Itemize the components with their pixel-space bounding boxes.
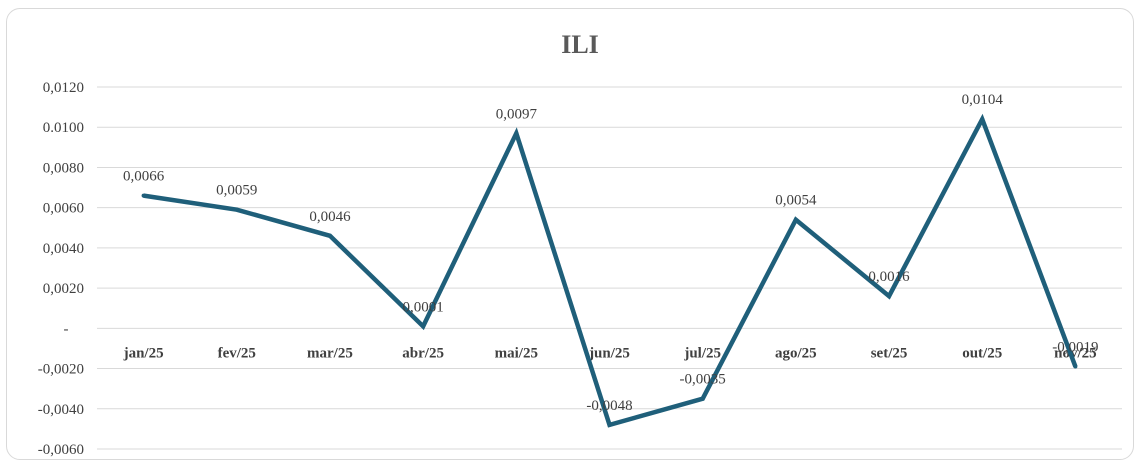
x-tick-label: fev/25 [218, 345, 256, 361]
x-tick-label: mar/25 [307, 345, 353, 361]
data-label: 0,0054 [775, 193, 817, 209]
x-tick-label: abr/25 [402, 345, 444, 361]
x-tick-label: jun/25 [588, 345, 630, 361]
data-label: -0,0048 [586, 398, 632, 414]
data-point [1073, 364, 1078, 369]
y-tick-label: 0.0100 [43, 120, 84, 136]
data-point [421, 324, 426, 329]
y-tick-label: -0,0040 [38, 402, 84, 418]
y-tick-label: -0,0020 [38, 362, 84, 378]
data-label: -0,0035 [680, 372, 726, 388]
data-label: 0,0066 [123, 169, 165, 185]
x-tick-label: jul/25 [683, 345, 721, 361]
data-point [700, 396, 705, 401]
data-label: 0,0104 [962, 92, 1004, 108]
y-tick-label: 0,0060 [43, 201, 84, 217]
y-tick-label: 0,0040 [43, 241, 84, 257]
data-label: 0,0059 [216, 183, 257, 199]
x-tick-label: nov/25 [1054, 345, 1097, 361]
chart-frame [6, 8, 1134, 460]
y-tick-label: 0,0120 [43, 80, 84, 96]
data-point [514, 131, 519, 136]
data-label: 0,0097 [496, 106, 538, 122]
y-tick-label: 0,0020 [43, 281, 84, 297]
data-point [234, 207, 239, 212]
series-line [143, 113, 1078, 428]
data-label: 0,0016 [868, 269, 910, 285]
data-label: -0,0019 [1052, 340, 1098, 356]
data-point [980, 117, 985, 122]
x-tick-label: set/25 [871, 345, 908, 361]
data-point [327, 233, 332, 238]
data-point [607, 422, 612, 427]
x-tick-label: jan/25 [123, 345, 164, 361]
data-label: 0,0046 [309, 209, 351, 225]
x-tick-label: ago/25 [775, 345, 817, 361]
y-tick-label: 0,0080 [43, 160, 84, 176]
data-point [793, 217, 798, 222]
x-tick-label: mai/25 [495, 345, 538, 361]
y-tick-label: -0,0060 [38, 442, 84, 458]
data-point [887, 294, 892, 299]
x-tick-label: out/25 [962, 345, 1002, 361]
y-tick-label: - [64, 321, 69, 337]
chart-title: ILI [561, 30, 599, 59]
data-label: 0,0001 [403, 299, 444, 315]
data-point [141, 193, 146, 198]
